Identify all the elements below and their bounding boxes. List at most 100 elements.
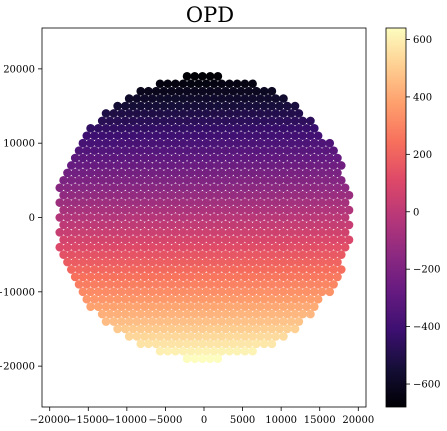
scatter-point	[171, 138, 180, 148]
scatter-point	[132, 94, 142, 103]
scatter-point	[221, 101, 230, 111]
scatter-point	[128, 294, 138, 304]
scatter-point	[290, 101, 300, 111]
scatter-point	[306, 116, 315, 126]
scatter-point	[171, 242, 180, 252]
scatter-point	[259, 250, 269, 259]
scatter-point	[263, 317, 273, 326]
scatter-point	[190, 146, 200, 155]
scatter-point	[310, 228, 319, 237]
scatter-point	[302, 213, 311, 222]
scatter-point	[240, 213, 250, 222]
scatter-point	[97, 146, 107, 155]
scatter-point	[248, 317, 257, 326]
scatter-point	[248, 332, 257, 341]
scatter-point	[155, 332, 165, 341]
scatter-point	[263, 302, 273, 311]
x-tick-label: 5000	[230, 415, 255, 426]
scatter-point	[313, 250, 323, 259]
y-tick-label: 0	[29, 213, 35, 224]
scatter-point	[321, 265, 331, 274]
scatter-point	[209, 317, 219, 326]
scatter-point	[78, 228, 88, 237]
scatter-point	[117, 317, 126, 326]
scatter-point	[290, 176, 300, 185]
scatter-point	[286, 124, 296, 133]
scatter-point	[306, 176, 315, 185]
scatter-point	[128, 101, 138, 111]
scatter-point	[213, 131, 223, 141]
scatter-point	[271, 213, 281, 222]
scatter-point	[217, 213, 227, 222]
scatter-point	[74, 161, 84, 170]
scatter-point	[294, 153, 304, 163]
scatter-point	[221, 116, 230, 126]
scatter-point	[78, 242, 88, 252]
scatter-point	[337, 235, 346, 245]
scatter-point	[240, 287, 250, 297]
scatter-point	[128, 205, 138, 215]
scatter-point	[317, 183, 327, 193]
scatter-point	[248, 242, 257, 252]
scatter-point	[190, 280, 200, 289]
scatter-point	[252, 235, 261, 245]
scatter-point	[124, 272, 134, 282]
scatter-point	[121, 205, 130, 215]
scatter-point	[90, 176, 99, 185]
scatter-point	[213, 116, 223, 126]
scatter-point	[232, 272, 242, 282]
scatter-point	[240, 183, 250, 193]
scatter-point	[198, 250, 207, 259]
scatter-point	[271, 287, 281, 297]
scatter-point	[121, 265, 130, 274]
scatter-point	[340, 213, 350, 222]
scatter-point	[225, 228, 234, 237]
scatter-point	[167, 86, 176, 96]
scatter-point	[94, 287, 103, 297]
scatter-point	[140, 109, 149, 118]
scatter-point	[198, 205, 207, 215]
scatter-point	[279, 124, 288, 133]
scatter-point	[178, 183, 188, 193]
scatter-point	[175, 116, 184, 126]
scatter-point	[163, 287, 173, 297]
scatter-point	[178, 302, 188, 311]
scatter-point	[194, 109, 203, 118]
scatter-point	[190, 354, 200, 364]
scatter-point	[151, 220, 161, 230]
scatter-point	[275, 294, 284, 304]
scatter-point	[155, 317, 165, 326]
scatter-point	[67, 235, 76, 245]
scatter-point	[298, 294, 308, 304]
scatter-point	[101, 124, 111, 133]
scatter-point	[113, 280, 122, 289]
scatter-point	[267, 250, 277, 259]
scatter-point	[109, 317, 119, 326]
scatter-point	[167, 220, 176, 230]
scatter-point	[167, 101, 176, 111]
scatter-point	[63, 183, 72, 193]
scatter-point	[252, 86, 261, 96]
scatter-point	[298, 309, 308, 319]
scatter-point	[252, 324, 261, 334]
scatter-point	[144, 176, 153, 185]
scatter-point	[248, 79, 257, 89]
scatter-point	[325, 153, 335, 163]
scatter-point	[202, 183, 211, 193]
scatter-point	[101, 153, 111, 163]
scatter-point	[256, 302, 265, 311]
scatter-point	[159, 205, 169, 215]
scatter-point	[240, 94, 250, 103]
x-tick-label: 15000	[304, 415, 336, 426]
scatter-point	[117, 242, 126, 252]
scatter-point	[221, 294, 230, 304]
scatter-point	[267, 280, 277, 289]
scatter-point	[105, 146, 115, 155]
scatter-point	[217, 317, 227, 326]
scatter-point	[59, 176, 68, 185]
scatter-point	[240, 109, 250, 118]
scatter-point	[205, 280, 215, 289]
scatter-point	[286, 242, 296, 252]
scatter-point	[171, 168, 180, 178]
scatter-point	[151, 190, 161, 200]
